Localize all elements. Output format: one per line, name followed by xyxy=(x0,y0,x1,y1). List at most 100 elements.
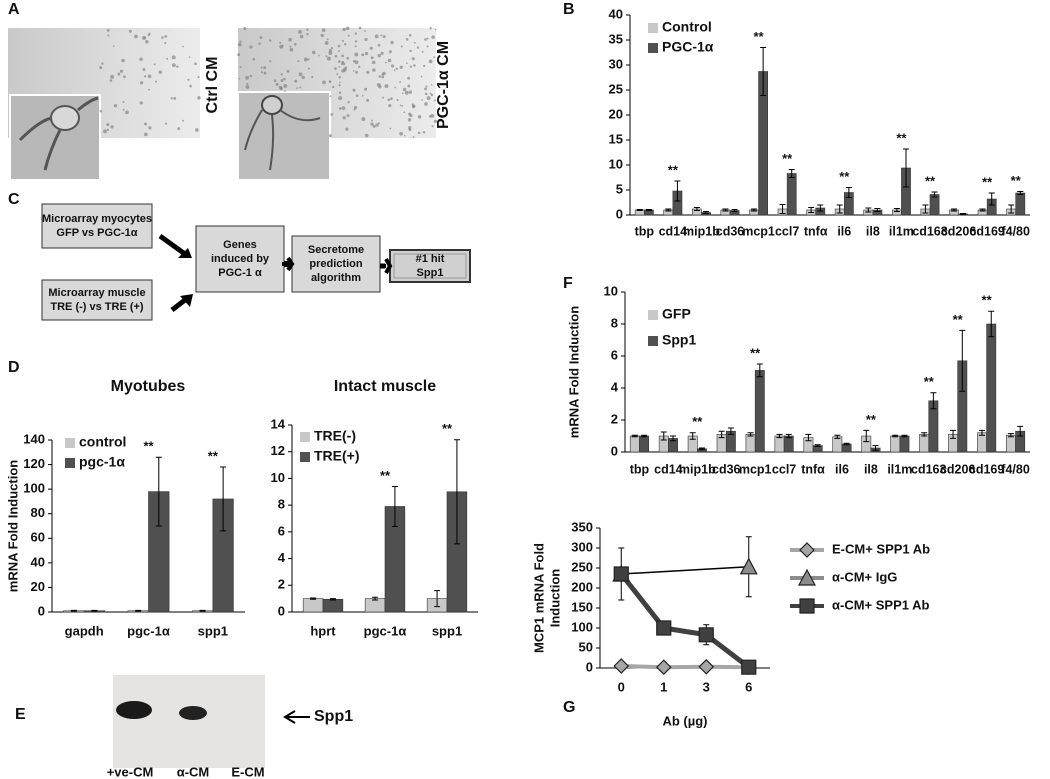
particle xyxy=(358,26,362,30)
particle xyxy=(279,41,282,44)
marker xyxy=(656,620,672,636)
node-label: Spp1 xyxy=(417,267,444,279)
error-bar xyxy=(921,432,928,437)
bar xyxy=(639,435,650,453)
particle xyxy=(269,60,272,63)
y-tick-label: 250 xyxy=(571,559,593,574)
particle xyxy=(148,88,150,91)
particle xyxy=(125,110,129,115)
error-bar xyxy=(391,485,398,528)
particle xyxy=(377,43,381,47)
y-tick-label: 50 xyxy=(579,639,593,654)
particle xyxy=(364,133,369,138)
y-tick-label: 0 xyxy=(616,206,623,221)
particle xyxy=(424,87,427,91)
particle xyxy=(330,113,334,116)
particle xyxy=(430,83,433,86)
particle xyxy=(325,55,328,58)
significance: ** xyxy=(143,439,154,454)
x-tick-label: 1 xyxy=(660,679,667,694)
particle xyxy=(177,127,181,131)
particle xyxy=(423,64,426,67)
bar xyxy=(783,435,794,453)
node-label: algorithm xyxy=(311,272,361,284)
particle xyxy=(145,40,149,44)
lane-label: E-CM xyxy=(231,764,264,779)
particle xyxy=(421,50,424,53)
legend-label: PGC-1α xyxy=(662,39,714,55)
particle xyxy=(106,28,110,32)
y-tick-label: 25 xyxy=(609,81,623,96)
particle xyxy=(153,63,156,66)
y-tick-label: 8 xyxy=(278,497,285,512)
bar xyxy=(322,599,344,613)
legend-swatch xyxy=(65,438,75,448)
node-label: Secretome xyxy=(308,244,364,256)
particle xyxy=(400,45,403,48)
marker xyxy=(798,568,816,586)
legend-label: α-CM+ SPP1 Ab xyxy=(832,597,930,612)
lane-label: +ve-CM xyxy=(107,764,154,779)
particle xyxy=(361,53,365,57)
significance: ** xyxy=(1011,173,1022,188)
particle xyxy=(358,65,361,68)
x-tick-label: il8 xyxy=(864,462,878,476)
particle xyxy=(286,69,290,73)
significance: ** xyxy=(924,374,935,389)
particle xyxy=(361,94,364,97)
particle xyxy=(112,45,115,47)
legend-label: α-CM+ IgG xyxy=(832,569,897,584)
arrow xyxy=(158,233,187,257)
particle xyxy=(399,131,403,136)
particle xyxy=(161,36,164,39)
marker xyxy=(613,566,629,582)
error-bar xyxy=(874,208,881,212)
particle xyxy=(263,66,267,70)
particle xyxy=(355,94,359,97)
marker xyxy=(741,659,757,675)
particle xyxy=(407,84,411,88)
particle xyxy=(328,80,332,83)
particle xyxy=(299,86,302,89)
cell-process xyxy=(18,96,99,171)
y-tick-label: 8 xyxy=(611,315,618,330)
node xyxy=(41,203,153,249)
band xyxy=(179,706,207,720)
error-bar xyxy=(805,433,812,442)
x-axis-label: Ab (µg) xyxy=(662,713,707,728)
y-axis-label: Induction xyxy=(547,569,562,628)
y-tick-label: 40 xyxy=(31,554,45,569)
particle xyxy=(387,58,392,63)
particle xyxy=(354,52,359,57)
error-bar xyxy=(329,598,336,601)
particle xyxy=(297,60,300,63)
error-bar xyxy=(785,433,792,439)
particle xyxy=(109,79,113,82)
particle xyxy=(106,123,110,127)
node xyxy=(291,235,381,293)
bar xyxy=(832,436,843,453)
bar xyxy=(986,323,997,453)
particle xyxy=(428,59,433,64)
y-tick-label: 200 xyxy=(571,579,593,594)
particle xyxy=(394,86,396,89)
x-tick-label: tnfα xyxy=(804,224,828,238)
particle xyxy=(352,88,356,92)
panel-label: D xyxy=(8,359,20,376)
particle xyxy=(99,66,103,70)
node xyxy=(195,225,285,293)
node-label: Microarray myocytes xyxy=(42,213,152,225)
particle xyxy=(342,27,346,32)
panel-label: E xyxy=(15,706,26,723)
panel-label: C xyxy=(8,191,20,208)
particle xyxy=(412,136,415,138)
particle xyxy=(369,46,373,50)
marker xyxy=(698,658,715,675)
node-label: Genes xyxy=(223,239,257,251)
particle xyxy=(334,54,338,58)
error-bar xyxy=(670,435,677,442)
particle xyxy=(288,37,292,42)
legend-swatch xyxy=(300,432,310,442)
y-tick-label: 120 xyxy=(23,456,45,471)
arrow xyxy=(170,298,187,312)
